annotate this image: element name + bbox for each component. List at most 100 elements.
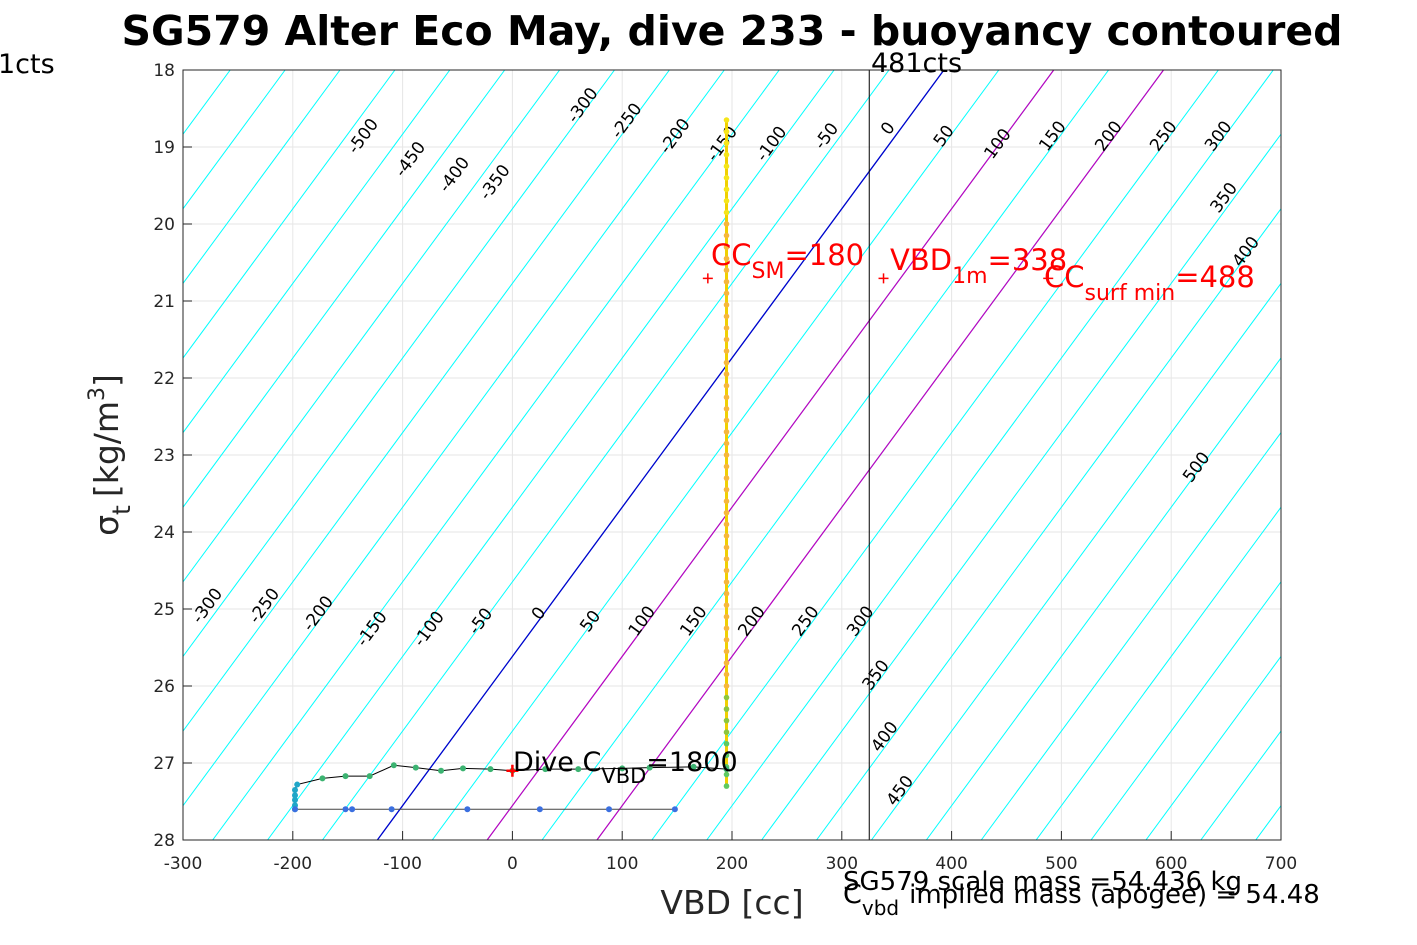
y-tick-label: 22	[153, 369, 175, 389]
contour-label: -100	[752, 123, 791, 166]
dive-series-point	[723, 509, 730, 516]
contour-line	[1145, 655, 1281, 840]
climb-track-point	[291, 796, 298, 803]
contour-line	[816, 207, 1281, 840]
x-tick-label: 200	[716, 854, 748, 874]
x-tick-label: 400	[935, 854, 967, 874]
contour-line	[0, 70, 11, 840]
x-tick-label: -200	[274, 854, 313, 874]
dive-series-point	[723, 417, 730, 424]
svg-text:σt[kg/m3]: σt [kg/m3]	[85, 374, 136, 536]
climb-track-point	[291, 786, 298, 793]
contour-label: 100	[980, 125, 1015, 163]
dive-series-point	[723, 694, 730, 701]
contour-line	[1366, 70, 1417, 840]
dive-series-point	[723, 452, 730, 458]
contour-line	[267, 70, 835, 840]
contour-label: 200	[734, 602, 769, 640]
contour-label: 200	[1091, 117, 1126, 155]
contour-line	[761, 133, 1281, 840]
climb-track-point	[690, 763, 697, 770]
dive-tracks	[291, 117, 730, 813]
contour-label: -350	[476, 161, 515, 204]
contour-label: 450	[883, 772, 918, 810]
bottom-track-point	[464, 806, 471, 813]
dive-series-point	[723, 267, 730, 274]
y-tick-label: 21	[153, 292, 175, 312]
x-tick-label: 100	[606, 854, 638, 874]
contour-line	[212, 70, 780, 840]
dive-series-point	[723, 429, 730, 435]
contour-line	[980, 431, 1281, 840]
dive-series-point	[723, 729, 730, 735]
dive-series-point	[723, 313, 730, 320]
chart-title: SG579 Alter Eco May, dive 233 - buoyancy…	[121, 7, 1342, 55]
dive-series-point	[723, 151, 730, 158]
markers	[506, 273, 1054, 777]
vbd-1m-marker	[878, 273, 889, 284]
contour-line	[183, 70, 451, 434]
dive-series-point	[723, 278, 730, 285]
contour-label: -150	[353, 608, 392, 651]
contour-label: 0	[528, 603, 551, 624]
bottom-track-point	[291, 806, 298, 813]
dive-series-point	[723, 371, 730, 377]
dive-series-point	[723, 521, 730, 528]
dive-series-point	[723, 232, 730, 239]
y-label-close: ]	[87, 374, 126, 387]
bottom-track-point	[342, 806, 349, 813]
contour-label: -200	[299, 592, 338, 635]
x-tick-label: 500	[1045, 854, 1077, 874]
contour-label: -250	[245, 585, 284, 628]
x-axis-label: VBD [cc]	[660, 883, 803, 922]
contour-label: -50	[811, 119, 844, 153]
y-tick-label: 20	[153, 215, 175, 235]
cc-sm-marker	[702, 273, 713, 284]
climb-track-point	[319, 775, 326, 782]
dive-series-point	[723, 683, 730, 689]
dive-series-point	[723, 440, 730, 447]
bottom-track-point	[606, 806, 613, 813]
dive-series-point	[723, 302, 730, 308]
dive-series-point	[723, 771, 730, 778]
dive-series-point	[723, 255, 730, 262]
cc-sm-annotation: CCSM=180	[711, 238, 864, 284]
dive-series-point	[723, 198, 730, 204]
dive-series-point	[723, 221, 730, 227]
contour-line	[183, 70, 341, 285]
contour-line	[183, 70, 396, 359]
dive-series-point	[723, 348, 730, 354]
climb-track-point	[366, 773, 373, 780]
climb-track-point	[619, 765, 626, 772]
climb-track-point	[342, 773, 349, 780]
dive-series-point	[723, 706, 730, 712]
dive-series-point	[723, 602, 730, 608]
contour-label: 250	[1146, 117, 1181, 155]
y-tick-label: 23	[153, 446, 175, 466]
vbd-1m-annotation: VBD1m=338	[890, 243, 1067, 289]
dive-series-point	[723, 117, 730, 123]
contour-line	[183, 70, 725, 807]
dive-series-point	[723, 637, 730, 643]
contour-label: -100	[410, 608, 449, 651]
contour-line	[183, 70, 615, 658]
contour-label: 350	[1207, 179, 1242, 217]
contour-line	[183, 70, 561, 583]
y-tick-label: 24	[153, 523, 175, 543]
reference-lines	[376, 70, 1164, 840]
climb-track-point	[291, 792, 298, 799]
contour-line	[1311, 70, 1417, 840]
implied-mass-text: Cvbd implied mass (apogee) = 54.48	[843, 879, 1320, 920]
dive-series-point	[723, 625, 730, 632]
y-tick-label: 25	[153, 600, 175, 620]
contour-label: 150	[676, 602, 711, 640]
contour-line	[1035, 506, 1281, 840]
y-label-sup: 3	[85, 387, 110, 401]
x-tick-label: 300	[826, 854, 858, 874]
dive-series-point	[723, 290, 730, 297]
y-axis-label: σt [kg/m3]	[85, 374, 136, 536]
left-cts-label: 1cts	[0, 49, 55, 80]
dive-series-point	[723, 209, 730, 216]
climb-track-point	[646, 764, 653, 771]
